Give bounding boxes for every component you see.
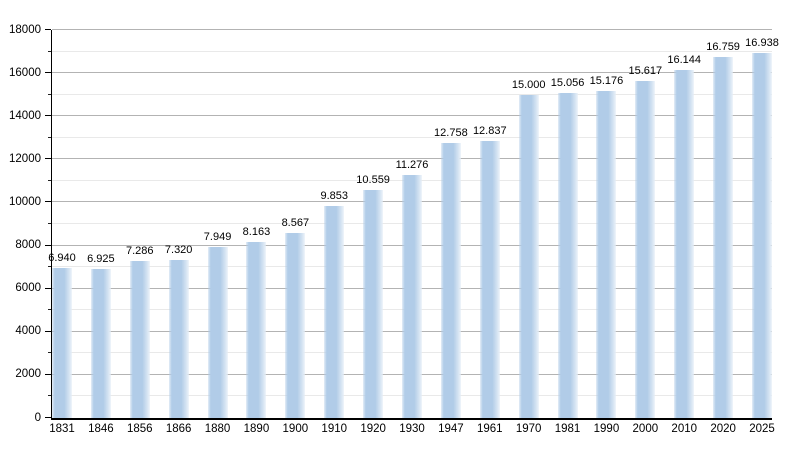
y-tick-label: 12000 (9, 152, 41, 165)
y-tick-label: 2000 (15, 368, 41, 381)
y-tick-label: 6000 (15, 281, 41, 294)
bar-1970 (518, 94, 539, 418)
y-axis-tick (48, 136, 51, 138)
y-axis-tick (48, 266, 51, 268)
plot-area: 0 2000 4000 6000 8000 10000 12000 14000 16000 180… (9, 24, 779, 435)
bar-value-label: 8.163 (242, 226, 271, 239)
bar-value-label: 16.144 (667, 54, 702, 67)
bar-1947 (440, 143, 461, 418)
x-tick-label: 1866 (165, 423, 192, 435)
x-tick-label: 1831 (49, 423, 75, 435)
x-tick-label: 1981 (554, 423, 581, 435)
x-tick-label: 1880 (204, 423, 231, 435)
y-tick-label: 0 (34, 411, 41, 424)
y-axis-tick (45, 29, 51, 30)
y-axis-tick (48, 93, 51, 95)
bar-value-label: 6.940 (48, 252, 76, 265)
y-axis-tick (45, 72, 51, 74)
bar-value-label: 15.056 (550, 77, 585, 90)
bar-value-label: 7.320 (164, 244, 193, 257)
gridline-major (52, 29, 772, 30)
gridline-major (52, 158, 772, 160)
y-axis-tick (45, 417, 51, 418)
gridline-major (52, 115, 772, 117)
bar-1856 (129, 260, 150, 418)
x-tick-label: 1846 (88, 423, 114, 435)
y-axis-tick (45, 330, 51, 332)
y-axis-tick (48, 309, 51, 311)
x-tick-label: 1947 (438, 423, 464, 435)
x-tick-label: 2000 (632, 423, 659, 435)
bar-1930 (402, 174, 422, 418)
y-axis-tick (45, 158, 51, 160)
y-axis-tick (48, 50, 51, 52)
gridline-major (52, 72, 772, 74)
bar-value-label: 16.938 (745, 36, 779, 49)
bar-1961 (479, 141, 500, 418)
x-tick-label: 2025 (749, 423, 775, 435)
bar-value-label: 8.567 (281, 217, 310, 230)
bar-value-label: 12.758 (434, 127, 468, 139)
y-tick-label: 14000 (9, 109, 41, 122)
x-tick-label: 1910 (321, 423, 348, 435)
bar-value-label: 10.559 (356, 174, 390, 187)
y-axis-tick (48, 352, 51, 354)
bar-value-label: 15.176 (589, 74, 624, 87)
y-axis-tick (48, 223, 51, 224)
bar-value-label: 12.837 (472, 125, 507, 138)
x-tick-label: 1890 (243, 423, 270, 435)
bar-2025 (752, 52, 772, 418)
y-axis-tick (48, 395, 51, 397)
y-axis-tick (45, 287, 51, 289)
x-tick-label: 1990 (593, 423, 620, 435)
x-tick-label: 1920 (360, 423, 386, 435)
bar-1890 (246, 242, 267, 418)
bar-2020 (713, 56, 734, 418)
y-axis-tick (45, 244, 51, 246)
x-tick-label: 2010 (671, 423, 698, 435)
x-tick-label: 1961 (476, 423, 503, 435)
bar-value-label: 7.949 (203, 230, 232, 243)
bar-value-label: 11.276 (395, 158, 429, 171)
bar-1866 (168, 260, 189, 418)
y-axis-tick (45, 201, 51, 203)
gridline-minor (52, 50, 772, 52)
bar-1900 (285, 233, 306, 418)
bar-value-label: 15.000 (511, 78, 546, 91)
y-tick-label: 8000 (15, 238, 41, 251)
x-tick-label: 2020 (710, 423, 736, 435)
y-tick-label: 4000 (15, 325, 41, 338)
bar-1831 (52, 268, 72, 418)
x-tick-label: 1900 (282, 423, 309, 435)
gridline-minor (52, 93, 772, 95)
bar-1846 (90, 268, 111, 418)
bar-1990 (596, 90, 617, 418)
bar-value-label: 9.853 (320, 189, 348, 202)
bar-value-label: 7.286 (126, 244, 154, 257)
bar-value-label: 16.759 (706, 40, 740, 53)
y-axis-tick (45, 115, 51, 117)
y-tick-label: 10000 (9, 195, 41, 208)
y-axis-tick (48, 179, 51, 181)
y-axis-tick (45, 373, 51, 375)
bar-1920 (363, 190, 384, 418)
bar-value-label: 6.925 (87, 252, 115, 265)
bar-2000 (635, 81, 656, 418)
y-tick-label: 18000 (9, 23, 41, 36)
bar-1880 (207, 246, 228, 418)
x-tick-label: 1930 (399, 423, 425, 435)
bar-1910 (324, 205, 345, 418)
y-tick-label: 16000 (9, 66, 41, 79)
x-tick-label: 1856 (126, 423, 153, 435)
bar-2010 (674, 70, 695, 418)
bar-1981 (557, 93, 578, 418)
x-tick-label: 1970 (515, 423, 542, 435)
bar-value-label: 15.617 (628, 65, 663, 78)
gridline-minor (52, 136, 772, 138)
